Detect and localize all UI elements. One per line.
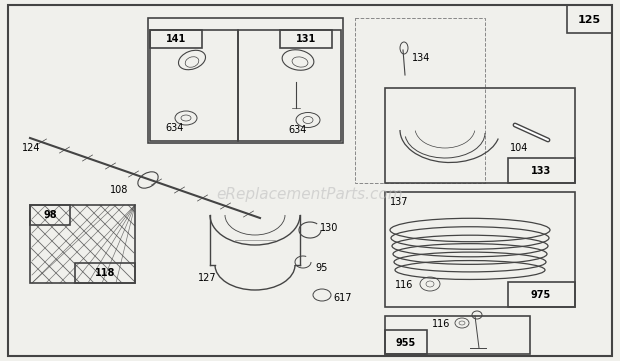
Bar (150, 30, 202, 48)
Text: 975: 975 (531, 290, 551, 300)
Text: 617: 617 (333, 293, 352, 303)
Bar (385, 330, 427, 354)
Text: 137: 137 (390, 197, 409, 207)
Bar (75, 263, 135, 283)
Text: 955: 955 (396, 338, 416, 348)
Text: 116: 116 (395, 280, 414, 290)
Bar (385, 192, 575, 307)
Text: 634: 634 (288, 125, 306, 135)
Bar (238, 30, 341, 141)
Bar (567, 5, 612, 33)
Text: 118: 118 (95, 268, 115, 278)
Text: 130: 130 (320, 223, 339, 233)
Bar (385, 88, 575, 183)
Bar (508, 282, 575, 307)
Text: 108: 108 (110, 185, 128, 195)
Text: 116: 116 (432, 319, 450, 329)
Text: 634: 634 (165, 123, 184, 133)
Text: 134: 134 (412, 53, 430, 63)
Text: 133: 133 (531, 166, 551, 176)
Bar (385, 316, 530, 354)
Bar (30, 205, 135, 283)
Bar (508, 158, 575, 183)
Text: 98: 98 (43, 210, 57, 220)
Bar (150, 30, 238, 141)
Text: 124: 124 (22, 143, 40, 153)
Text: eReplacementParts.com: eReplacementParts.com (216, 187, 404, 203)
Bar (30, 205, 70, 225)
Text: 104: 104 (510, 143, 528, 153)
Bar (280, 30, 332, 48)
Bar (148, 18, 343, 143)
Text: 131: 131 (296, 34, 316, 44)
Text: 127: 127 (198, 273, 216, 283)
Text: 125: 125 (577, 15, 601, 25)
Bar (355, 18, 485, 183)
Text: 95: 95 (315, 263, 327, 273)
Text: 141: 141 (166, 34, 186, 44)
